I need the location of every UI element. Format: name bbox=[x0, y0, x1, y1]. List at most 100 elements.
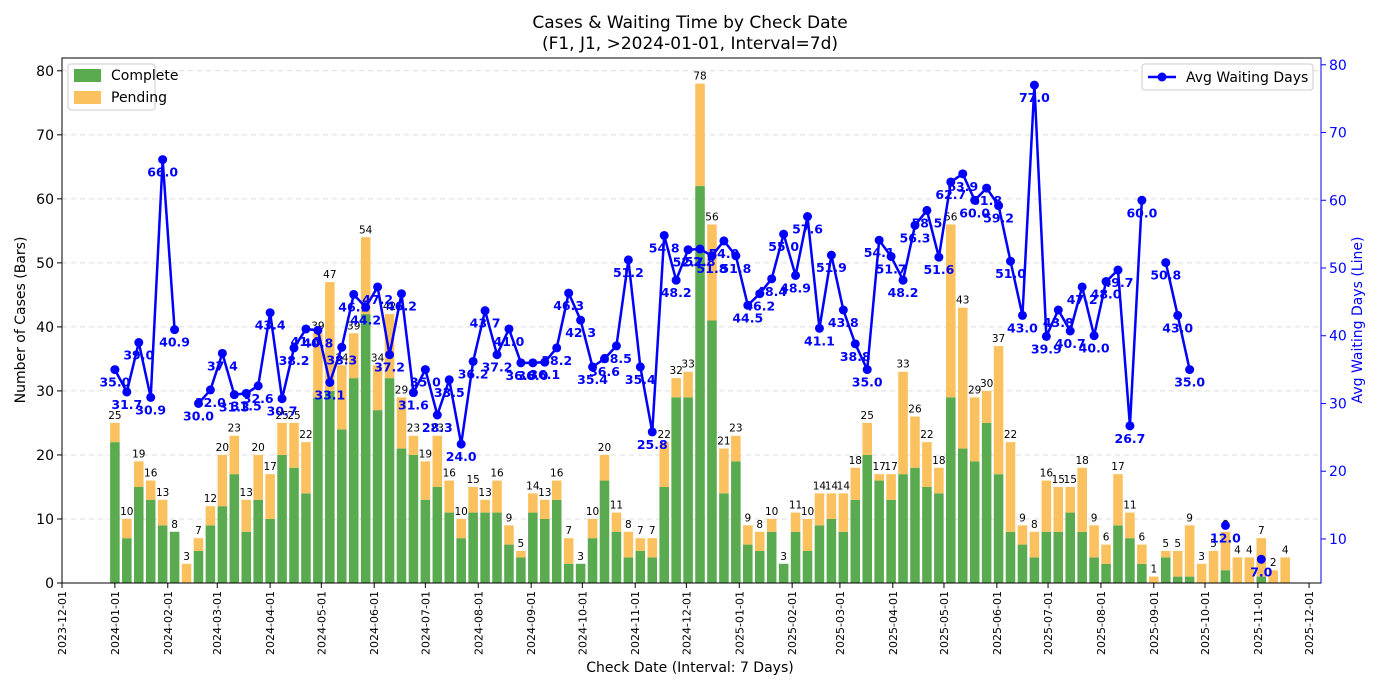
bar-total-label: 18 bbox=[849, 455, 862, 467]
bar-pending bbox=[850, 467, 861, 500]
bar-total-label: 16 bbox=[144, 468, 158, 480]
avg-waiting-point bbox=[408, 388, 418, 398]
avg-waiting-point bbox=[731, 251, 741, 261]
bar-pending bbox=[217, 454, 228, 507]
avg-waiting-label: 31.6 bbox=[398, 398, 429, 413]
bar-complete bbox=[384, 378, 395, 583]
bar-pending bbox=[504, 525, 514, 545]
avg-waiting-label: 40.0 bbox=[1079, 341, 1110, 356]
bar-pending bbox=[265, 474, 275, 519]
bar-pending bbox=[1065, 486, 1076, 513]
avg-waiting-point bbox=[1017, 310, 1027, 320]
bar-total-label: 26 bbox=[908, 404, 922, 416]
avg-waiting-point bbox=[1006, 256, 1016, 266]
bar-total-label: 14 bbox=[813, 480, 827, 492]
bar-pending bbox=[659, 442, 669, 487]
bar-total-label: 9 bbox=[744, 512, 751, 524]
bar-total-label: 23 bbox=[228, 423, 241, 435]
bar-total-label: 15 bbox=[1064, 474, 1077, 486]
avg-waiting-point bbox=[504, 324, 514, 334]
avg-waiting-label: 58.5 bbox=[912, 215, 943, 230]
bar-pending bbox=[157, 499, 168, 526]
bar-complete bbox=[229, 474, 240, 583]
x-tick-label: 2025-11-01 bbox=[1252, 591, 1265, 655]
bar-total-label: 8 bbox=[625, 519, 632, 531]
bar-complete bbox=[313, 397, 323, 583]
bar-complete bbox=[277, 454, 287, 583]
bar-complete bbox=[205, 525, 216, 583]
bar-complete bbox=[1256, 576, 1267, 583]
x-tick-label: 2024-10-01 bbox=[576, 591, 589, 655]
avg-waiting-point bbox=[826, 250, 836, 260]
x-tick-label: 2024-06-01 bbox=[368, 591, 381, 655]
bar-complete bbox=[934, 493, 944, 583]
bar-pending bbox=[683, 371, 693, 398]
bar-pending bbox=[671, 378, 681, 398]
avg-waiting-point bbox=[241, 388, 251, 398]
bar-pending bbox=[910, 416, 920, 468]
bar-pending bbox=[1220, 531, 1231, 571]
bar-pending bbox=[969, 397, 980, 462]
bar-complete bbox=[169, 531, 180, 583]
bar-complete bbox=[551, 499, 562, 583]
avg-waiting-label: 38.5 bbox=[601, 351, 632, 366]
avg-waiting-point bbox=[647, 427, 657, 437]
avg-waiting-label: 55.0 bbox=[768, 239, 799, 254]
bar-total-label: 20 bbox=[216, 442, 229, 454]
avg-waiting-point bbox=[659, 230, 669, 240]
bar-total-label: 19 bbox=[132, 448, 145, 460]
bar-total-label: 32 bbox=[669, 365, 682, 377]
avg-waiting-point bbox=[862, 365, 872, 375]
bar-complete bbox=[611, 531, 622, 583]
avg-waiting-label: 30.9 bbox=[135, 402, 166, 417]
avg-waiting-point bbox=[170, 325, 180, 335]
bar-pending bbox=[313, 333, 323, 398]
avg-waiting-point bbox=[599, 354, 609, 364]
bar-pending bbox=[360, 237, 371, 315]
bar-total-label: 7 bbox=[637, 525, 644, 537]
avg-waiting-label: 51.6 bbox=[923, 262, 954, 277]
bar-complete bbox=[1089, 557, 1099, 583]
avg-waiting-label: 54.0 bbox=[708, 246, 739, 261]
avg-waiting-label: 56.3 bbox=[900, 230, 931, 245]
bar-total-label: 6 bbox=[1103, 532, 1110, 544]
x-tick-label: 2025-07-01 bbox=[1042, 591, 1055, 655]
bar-total-label: 54 bbox=[359, 224, 373, 236]
avg-waiting-label: 38.2 bbox=[541, 353, 572, 368]
bar-complete bbox=[480, 512, 490, 583]
x-tick-label: 2024-01-01 bbox=[109, 591, 122, 655]
avg-waiting-label: 36.2 bbox=[458, 366, 489, 381]
avg-waiting-point bbox=[1077, 282, 1087, 292]
avg-waiting-label: 38.2 bbox=[279, 353, 310, 368]
bar-complete bbox=[1005, 531, 1016, 583]
bar-pending bbox=[1005, 442, 1016, 532]
bar-pending bbox=[754, 531, 765, 551]
x-tick-label: 2023-12-01 bbox=[56, 591, 69, 655]
avg-waiting-point bbox=[444, 375, 454, 385]
bar-complete bbox=[504, 544, 514, 583]
bar-complete bbox=[838, 531, 849, 583]
bar-pending bbox=[420, 461, 431, 500]
x-tick-label: 2025-01-01 bbox=[733, 591, 746, 655]
bar-total-label: 13 bbox=[478, 487, 491, 499]
avg-waiting-point bbox=[719, 236, 729, 246]
avg-waiting-point bbox=[623, 255, 633, 265]
avg-waiting-label: 36.1 bbox=[529, 367, 560, 382]
avg-waiting-label: 35.0 bbox=[852, 375, 883, 390]
avg-waiting-point bbox=[325, 377, 335, 387]
avg-waiting-point bbox=[528, 358, 538, 368]
x-tick-label: 2024-03-01 bbox=[211, 591, 224, 655]
bar-complete bbox=[635, 550, 646, 583]
bar-pending bbox=[826, 493, 837, 519]
avg-waiting-label: 43.0 bbox=[1162, 320, 1193, 335]
bar-pending bbox=[862, 422, 872, 455]
avg-waiting-point bbox=[193, 398, 203, 408]
bar-total-label: 23 bbox=[729, 423, 742, 435]
bar-complete bbox=[647, 557, 658, 583]
bar-pending bbox=[957, 307, 968, 449]
x-tick-label: 2024-04-01 bbox=[264, 591, 277, 655]
bar-total-label: 7 bbox=[649, 525, 656, 537]
bar-pending bbox=[1089, 525, 1099, 558]
bar-pending bbox=[540, 499, 550, 519]
